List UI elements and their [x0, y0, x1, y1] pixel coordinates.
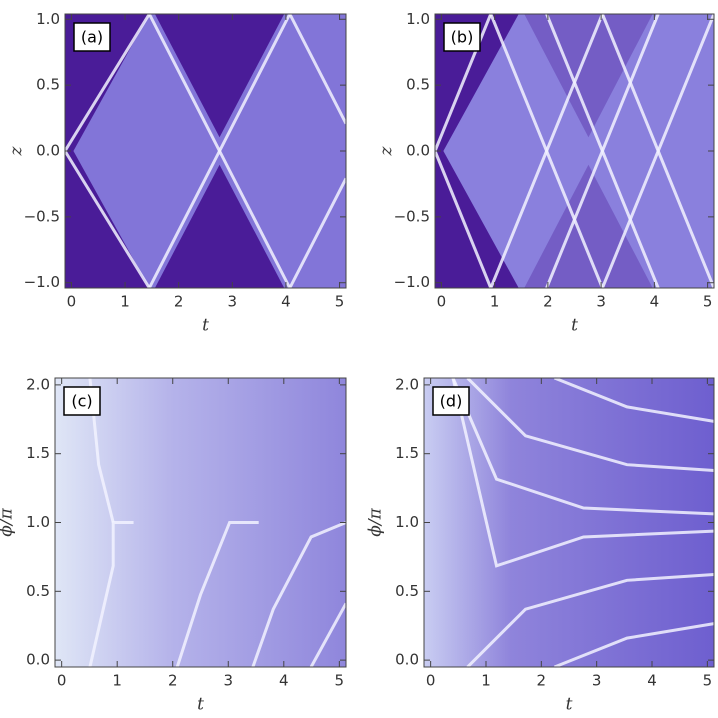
density-dark-region	[524, 164, 653, 288]
x-tick-label: 0	[67, 293, 77, 311]
y-axis-label: ϕ/π	[366, 507, 386, 536]
density-ridge	[466, 376, 715, 472]
panel: 0 1 2 3 4 5 0.0 0.5 1.0 1.5 2.0 t ϕ/π (c)	[0, 375, 348, 715]
x-tick-label: 1	[481, 672, 491, 690]
x-tick-label: 3	[223, 672, 233, 690]
x-tick-label: 0	[426, 672, 436, 690]
panel-label: (c)	[71, 392, 92, 411]
y-axis-label: z	[7, 145, 27, 156]
density-ridge	[63, 13, 151, 152]
y-tick-label: 0.5	[26, 582, 50, 600]
x-tick-label: 5	[703, 672, 713, 690]
x-axis-label: t	[197, 695, 204, 715]
y-tick-label: −1.0	[394, 273, 430, 291]
x-tick-label: 4	[281, 293, 291, 311]
density-ridge	[175, 521, 259, 668]
x-tick-label: 4	[279, 672, 289, 690]
y-tick-label: 0.0	[26, 651, 50, 669]
y-tick-label: 0.0	[36, 142, 60, 160]
y-tick-label: 1.0	[36, 10, 60, 28]
density-ridge	[147, 147, 292, 289]
density-ridge	[489, 147, 604, 289]
panel: 0 1 2 3 4 5 −1.0 −0.5 0.0 0.5 1.0 t z (b)	[377, 10, 716, 336]
x-tick-label: 0	[57, 672, 67, 690]
y-tick-label: 2.0	[26, 375, 50, 393]
x-tick-label: 1	[490, 293, 500, 311]
x-tick-label: 2	[174, 293, 184, 311]
density-ridge	[63, 150, 151, 289]
density-dark-region	[435, 14, 519, 288]
density-dark-region	[154, 164, 285, 288]
x-tick-label: 4	[647, 672, 657, 690]
density-ridge	[553, 376, 715, 423]
x-axis-label: t	[571, 316, 578, 336]
panel-label: (b)	[451, 28, 474, 47]
x-tick-label: 5	[335, 672, 345, 690]
density-image	[55, 378, 346, 667]
y-tick-label: 1.0	[26, 513, 50, 531]
panel-label-box	[443, 22, 481, 52]
y-axis-label: ϕ/π	[0, 507, 17, 536]
density-dark-region	[65, 14, 150, 288]
x-tick-label: 5	[703, 293, 713, 311]
y-tick-label: 0.0	[395, 651, 419, 669]
x-tick-label: 3	[228, 293, 238, 311]
density-ridge	[545, 147, 660, 289]
x-axis-label: t	[202, 316, 209, 336]
density-ridge	[601, 147, 716, 289]
x-tick-label: 2	[537, 672, 547, 690]
y-axis-label: z	[377, 145, 397, 156]
panel: 0 1 2 3 4 5 −1.0 −0.5 0.0 0.5 1.0 t z (a)	[7, 10, 348, 336]
density-ridge	[433, 13, 493, 152]
x-tick-label: 1	[120, 293, 130, 311]
density-ridge	[553, 622, 715, 669]
density-ridge	[288, 177, 348, 289]
y-tick-label: −1.0	[24, 273, 60, 291]
x-tick-label: 2	[168, 672, 178, 690]
density-ridge	[309, 602, 348, 668]
y-tick-label: 0.0	[406, 142, 430, 160]
y-tick-label: 0.5	[36, 76, 60, 94]
x-tick-label: 3	[592, 672, 602, 690]
y-tick-label: 1.5	[26, 444, 50, 462]
y-tick-label: 0.5	[406, 76, 430, 94]
density-ridge	[433, 150, 493, 289]
density-ridge	[451, 377, 715, 516]
density-image	[424, 378, 714, 667]
y-tick-label: 1.0	[395, 513, 419, 531]
density-dark-region	[524, 14, 653, 138]
density-ridge	[466, 573, 715, 669]
density-dark-region	[154, 14, 285, 138]
panel-label: (d)	[440, 392, 463, 411]
y-tick-label: 1.0	[406, 10, 430, 28]
x-tick-label: 2	[543, 293, 553, 311]
panel: 0 1 2 3 4 5 0.0 0.5 1.0 1.5 2.0 t ϕ/π (d)	[366, 375, 715, 715]
panel-label-box	[73, 22, 111, 52]
x-tick-label: 5	[335, 293, 345, 311]
density-ridge	[251, 521, 347, 668]
panel-label-box	[63, 386, 101, 416]
y-tick-label: −0.5	[394, 207, 430, 225]
panel-label-box	[432, 386, 470, 416]
x-tick-label: 4	[650, 293, 660, 311]
y-tick-label: 2.0	[395, 375, 419, 393]
x-tick-label: 1	[112, 672, 122, 690]
panel-label: (a)	[81, 28, 103, 47]
density-ridge	[88, 521, 134, 668]
y-tick-label: 0.5	[395, 582, 419, 600]
density-ridge	[288, 13, 348, 125]
density-ridge	[451, 377, 715, 568]
y-tick-label: 1.5	[395, 444, 419, 462]
x-tick-label: 0	[437, 293, 447, 311]
y-tick-label: −0.5	[24, 207, 60, 225]
x-tick-label: 3	[596, 293, 606, 311]
x-axis-label: t	[566, 695, 573, 715]
